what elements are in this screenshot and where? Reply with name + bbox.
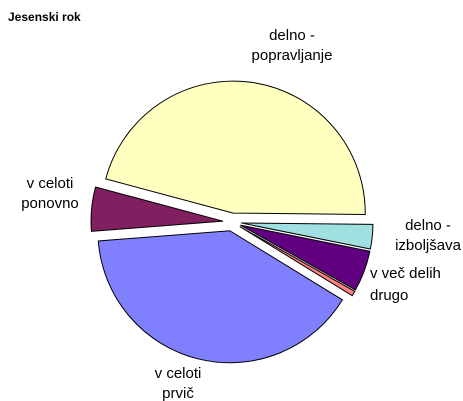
label-line: delno - xyxy=(405,217,451,234)
pie-slice xyxy=(97,230,344,364)
label-line: drugo xyxy=(370,287,408,304)
label-line: v celoti xyxy=(155,365,202,382)
label-line: popravljanje xyxy=(252,47,333,64)
slice-label: drugo xyxy=(370,287,408,304)
pie-slice xyxy=(240,224,371,291)
label-line: delno - xyxy=(269,27,315,44)
pie-slice xyxy=(105,80,366,215)
label-line: izboljšava xyxy=(395,237,462,254)
label-line: prvič xyxy=(162,385,194,401)
slice-label: v celoti prvič xyxy=(155,365,202,401)
pie-slice xyxy=(240,222,374,250)
label-line: ponovno xyxy=(21,195,79,212)
slice-label: v celoti ponovno xyxy=(21,175,79,212)
chart-title: Jesenski rok xyxy=(8,10,81,24)
slice-label: v več delih xyxy=(370,265,441,282)
slice-label: delno - izboljšava xyxy=(395,217,462,254)
slice-label: delno - popravljanje xyxy=(252,27,333,64)
label-line: v več delih xyxy=(370,265,441,282)
label-line: v celoti xyxy=(27,175,74,192)
pie-slice xyxy=(239,226,356,297)
pie-slice xyxy=(90,186,224,232)
